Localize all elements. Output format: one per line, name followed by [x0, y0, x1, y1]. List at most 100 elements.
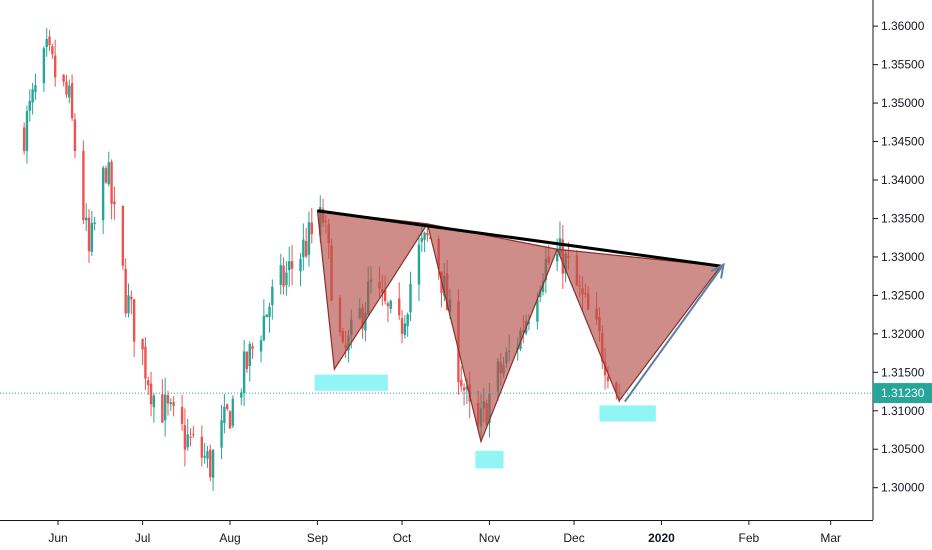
candle-body [48, 36, 51, 46]
candle-body [121, 205, 125, 266]
candle-body [93, 222, 96, 224]
candle-body [555, 253, 559, 262]
candle-body [307, 222, 311, 255]
candle-body [310, 222, 313, 235]
candle-body [53, 55, 57, 78]
candle-body [285, 272, 288, 286]
price-tick-label: 1.31500 [881, 365, 925, 379]
candle-body [65, 81, 68, 95]
candle-body [203, 455, 206, 458]
candle-body [400, 318, 404, 334]
candle-body [68, 85, 71, 98]
resistance-trendline[interactable] [317, 209, 721, 268]
pattern-triangle[interactable] [556, 248, 722, 402]
candle-body [271, 286, 274, 306]
candle-body [536, 299, 539, 322]
price-tick-label: 1.36000 [881, 19, 925, 33]
candle-body [42, 48, 46, 84]
candle-body [70, 83, 74, 119]
candle-body [409, 283, 412, 313]
candle-body [423, 232, 426, 240]
time-tick-label: 2020 [648, 531, 675, 545]
candle-body [406, 314, 409, 327]
support-zone[interactable] [599, 405, 656, 422]
candle-body [45, 39, 48, 48]
candle-body [302, 239, 305, 258]
price-tick-label: 1.34000 [881, 173, 925, 187]
candle-body [169, 402, 172, 405]
candle-body [465, 386, 469, 390]
candle-body [22, 127, 26, 152]
candle-body [240, 392, 243, 398]
candle-body [127, 295, 130, 314]
candle-body [429, 237, 432, 239]
support-zone[interactable] [475, 450, 504, 469]
price-tick-label: 1.30500 [881, 442, 925, 456]
candle-body [603, 361, 607, 376]
candle-body [28, 100, 31, 111]
price-tick-label: 1.33000 [881, 250, 925, 264]
candle-body [104, 168, 108, 183]
candle-body [426, 233, 429, 236]
projection-arrow-line[interactable] [624, 264, 725, 403]
candle-body [147, 380, 150, 386]
candle-body [389, 300, 392, 309]
time-tick-label: Feb [739, 531, 760, 545]
candle-body [132, 299, 136, 342]
price-tick-label: 1.32000 [881, 327, 925, 341]
time-tick-label: Jul [135, 531, 150, 545]
candle-body [141, 338, 144, 350]
candle-body [304, 241, 308, 257]
candle-body [383, 289, 387, 302]
candle-body [268, 306, 271, 317]
candle-body [606, 376, 610, 382]
candle-body [62, 74, 65, 82]
candle-body [417, 244, 421, 285]
time-tick-label: Dec [563, 531, 584, 545]
candle-body [290, 261, 294, 269]
candle-body [539, 290, 542, 298]
candle-body [34, 85, 37, 92]
candle-body [186, 434, 189, 448]
candle-body [462, 387, 466, 391]
candle-body [85, 217, 88, 221]
candle-body [527, 322, 531, 324]
candle-body [110, 161, 113, 204]
candle-body [558, 238, 562, 256]
price-tick-label: 1.33500 [881, 211, 925, 225]
candle-body [245, 351, 249, 369]
candle-body [200, 436, 204, 458]
candle-body [248, 343, 251, 367]
candle-body [90, 222, 94, 252]
candle-body [107, 162, 110, 185]
price-tick-label: 1.32500 [881, 288, 925, 302]
candle-body [228, 411, 232, 429]
candle-body [262, 316, 266, 341]
time-tick-label: Mar [820, 531, 841, 545]
candle-body [231, 398, 235, 426]
candle-body [209, 449, 212, 478]
candle-body [152, 395, 156, 408]
candle-body [288, 261, 291, 271]
pattern-triangle[interactable] [426, 223, 558, 444]
price-tick-label: 1.31000 [881, 404, 925, 418]
candle-body [149, 383, 153, 405]
candle-body [183, 425, 187, 450]
candle-body [242, 351, 246, 394]
time-tick-label: Jun [48, 531, 67, 545]
current-price-tag [873, 383, 932, 404]
time-tick-label: Oct [393, 531, 412, 545]
candle-body [420, 237, 423, 242]
candle-body [192, 434, 195, 436]
price-tick-label: 1.35000 [881, 96, 925, 110]
support-zone[interactable] [314, 374, 388, 391]
candle-body [226, 404, 229, 409]
candle-body [172, 401, 175, 406]
projection-arrow-head [710, 262, 725, 279]
candle-body [206, 450, 209, 459]
candle-body [101, 167, 105, 221]
time-tick-label: Sep [307, 531, 329, 545]
candle-body [87, 217, 91, 252]
